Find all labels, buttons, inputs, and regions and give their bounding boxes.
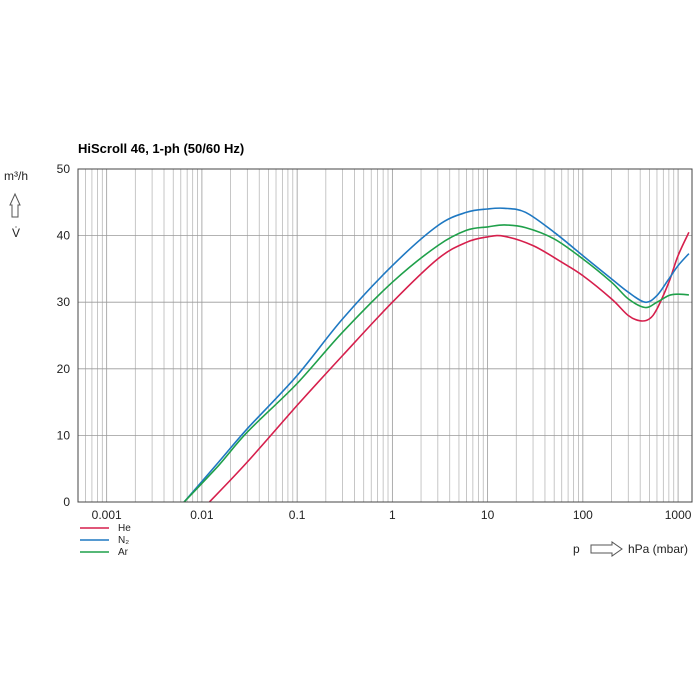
- y-axis-legend: m³/h V̇: [4, 169, 28, 240]
- legend-label-1: N₂: [118, 535, 129, 546]
- grid: [78, 168, 692, 503]
- y-tick-labels: 0 10 20 30 40 50: [57, 162, 71, 509]
- legend-label-2: Ar: [118, 547, 129, 558]
- series-line-0: [208, 231, 690, 503]
- plot-frame: [77, 168, 693, 503]
- y-tick-label: 40: [57, 229, 71, 243]
- series-line-1: [183, 207, 690, 503]
- y-symbol-label: V̇: [12, 226, 20, 240]
- x-axis-legend: p hPa (mbar): [573, 541, 688, 557]
- x-tick-label: 0.01: [190, 508, 214, 522]
- x-tick-label: 1000: [665, 508, 692, 522]
- series-lines: [183, 207, 690, 503]
- y-tick-label: 0: [63, 495, 70, 509]
- x-tick-label: 1: [389, 508, 396, 522]
- x-tick-label: 0.1: [289, 508, 306, 522]
- y-tick-label: 50: [57, 162, 71, 176]
- x-symbol-label: p: [573, 542, 580, 556]
- x-direction-arrow-icon: [590, 541, 623, 557]
- series-line-2: [183, 224, 689, 503]
- x-tick-label: 100: [573, 508, 593, 522]
- y-tick-label: 20: [57, 362, 71, 376]
- y-tick-label: 10: [57, 428, 71, 442]
- y-direction-arrow-icon: [9, 192, 21, 218]
- x-tick-labels: 0.001 0.01 0.1 1 10 100 1000: [92, 508, 692, 522]
- chart-title: HiScroll 46, 1-ph (50/60 Hz): [78, 141, 244, 156]
- x-tick-label: 0.001: [92, 508, 122, 522]
- y-unit-label: m³/h: [4, 169, 28, 183]
- x-tick-label: 10: [481, 508, 495, 522]
- legend-label-0: He: [118, 523, 131, 534]
- x-unit-label: hPa (mbar): [628, 542, 688, 556]
- y-tick-label: 30: [57, 295, 71, 309]
